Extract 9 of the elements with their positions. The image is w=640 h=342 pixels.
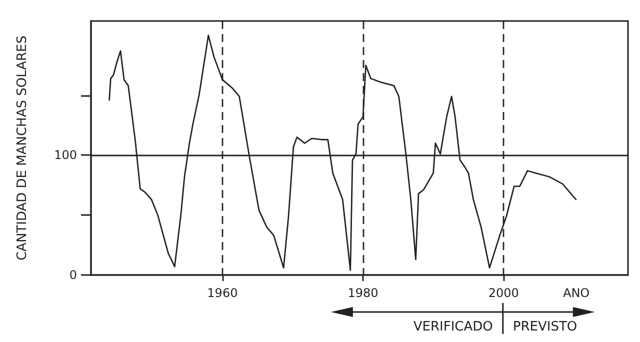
x-tick-label: 1960: [207, 286, 238, 300]
y-axis-title: CANTIDAD DE MANCHAS SOLARES: [15, 35, 30, 261]
text: PREVISTO: [512, 320, 578, 334]
x-axis-title: ANO: [563, 286, 590, 300]
x-tick-label: 2000: [488, 286, 519, 300]
y-tick-label: 100: [54, 148, 77, 162]
x-tick-label: 1980: [348, 286, 378, 300]
text: VERIFICADO: [413, 320, 493, 334]
y-tick-label: 0: [69, 268, 77, 282]
